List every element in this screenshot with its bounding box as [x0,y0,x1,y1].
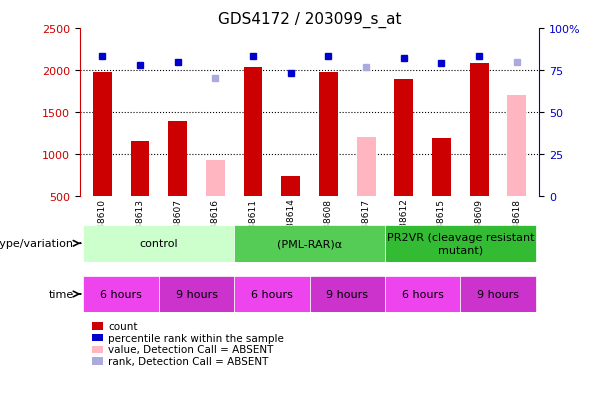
Text: (PML-RAR)α: (PML-RAR)α [277,239,342,249]
Text: 9 hours: 9 hours [326,289,368,299]
Bar [243,68,262,196]
Text: GSM538614: GSM538614 [286,198,295,253]
Bar [131,142,150,196]
Text: GSM538607: GSM538607 [173,198,182,253]
Text: GSM538617: GSM538617 [362,198,371,253]
Bar [385,225,536,262]
Text: GSM538613: GSM538613 [135,198,145,253]
Text: GSM538612: GSM538612 [399,198,408,253]
Text: rank, Detection Call = ABSENT: rank, Detection Call = ABSENT [108,356,268,366]
Text: PR2VR (cleavage resistant
mutant): PR2VR (cleavage resistant mutant) [387,233,534,254]
Bar [234,277,310,312]
Text: value, Detection Call = ABSENT: value, Detection Call = ABSENT [108,344,273,354]
Bar [168,122,187,196]
Bar [460,277,536,312]
Bar [319,72,338,196]
Text: GSM538608: GSM538608 [324,198,333,253]
Bar [357,138,376,196]
Bar [234,225,385,262]
Bar [281,177,300,196]
Bar [385,277,460,312]
Text: time: time [48,289,74,299]
Text: GSM538610: GSM538610 [98,198,107,253]
Bar [310,277,385,312]
Text: 9 hours: 9 hours [175,289,218,299]
Bar [394,80,413,196]
Bar [206,161,225,196]
Bar [159,277,234,312]
Text: count: count [108,321,137,331]
Text: 9 hours: 9 hours [477,289,519,299]
Bar [432,139,451,196]
Text: GSM538616: GSM538616 [211,198,220,253]
Title: GDS4172 / 203099_s_at: GDS4172 / 203099_s_at [218,12,402,28]
Bar [508,96,526,196]
Text: percentile rank within the sample: percentile rank within the sample [108,333,284,343]
Text: GSM538615: GSM538615 [437,198,446,253]
Bar [470,64,489,196]
Text: genotype/variation: genotype/variation [0,239,74,249]
Text: GSM538618: GSM538618 [512,198,521,253]
Bar [93,73,112,196]
Bar [83,277,159,312]
Text: GSM538611: GSM538611 [248,198,257,253]
Text: 6 hours: 6 hours [100,289,142,299]
Text: 6 hours: 6 hours [251,289,293,299]
Text: GSM538609: GSM538609 [474,198,484,253]
Text: control: control [140,239,178,249]
Bar [83,225,234,262]
Text: 6 hours: 6 hours [402,289,444,299]
